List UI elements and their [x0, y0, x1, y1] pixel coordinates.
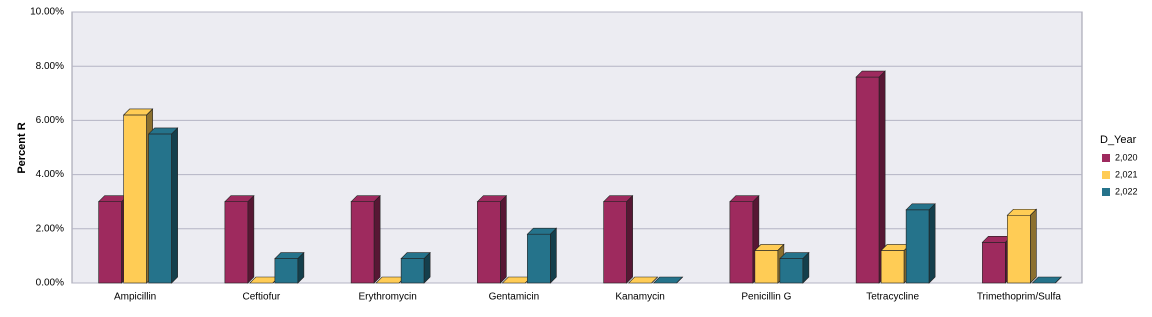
bar-side	[651, 276, 658, 284]
bar-side	[171, 127, 178, 284]
legend-label: 2,020	[1115, 152, 1138, 162]
bar	[123, 114, 147, 284]
x-tick-label: Penicillin G	[741, 292, 791, 303]
bar-side	[550, 227, 557, 284]
bar	[274, 258, 299, 284]
bar-side	[676, 276, 683, 284]
bar	[779, 258, 804, 284]
bar	[1007, 214, 1031, 284]
y-axis-label: Percent R	[16, 122, 28, 173]
bar-side	[373, 194, 381, 284]
x-tick-label: Tetracycline	[866, 292, 919, 303]
bar-side	[297, 251, 305, 284]
legend-swatch	[1102, 154, 1110, 162]
bar	[905, 209, 930, 284]
bar	[527, 233, 551, 284]
bar-side	[423, 251, 431, 284]
x-tick-label: Trimethoprim/Sulfa	[977, 292, 1062, 303]
bar-side	[1030, 208, 1037, 284]
x-tick-label: Ceftiofur	[242, 292, 280, 303]
x-tick-label: Ampicillin	[114, 292, 156, 303]
y-tick-label: 8.00%	[36, 61, 64, 72]
bar-side	[626, 194, 633, 284]
x-tick-label: Kanamycin	[615, 292, 664, 303]
y-tick-label: 4.00%	[36, 169, 64, 180]
bar	[754, 250, 779, 284]
bar	[98, 201, 122, 284]
bar	[477, 201, 501, 284]
x-tick-label: Gentamicin	[489, 292, 540, 303]
x-tick-label: Erythromycin	[358, 292, 416, 303]
bar-side	[928, 203, 936, 284]
legend-swatch	[1102, 188, 1110, 196]
bar	[855, 76, 880, 284]
bar-side	[500, 194, 507, 284]
y-tick-label: 2.00%	[36, 223, 64, 234]
bar	[603, 201, 627, 284]
bar	[400, 258, 425, 284]
bar	[982, 242, 1006, 284]
y-tick-label: 10.00%	[30, 7, 64, 18]
bar	[880, 250, 905, 284]
legend-label: 2,022	[1115, 186, 1138, 196]
y-tick-label: 0.00%	[36, 278, 64, 289]
bar	[350, 201, 375, 284]
bar	[729, 201, 754, 284]
bar	[224, 201, 249, 284]
legend-title: D_Year	[1100, 134, 1137, 146]
bar-side	[1055, 276, 1062, 284]
legend-swatch	[1102, 171, 1110, 179]
bar-side	[802, 251, 810, 284]
legend-label: 2,021	[1115, 169, 1138, 179]
bar	[148, 133, 172, 284]
bar-side	[247, 194, 255, 284]
y-tick-label: 6.00%	[36, 115, 64, 126]
